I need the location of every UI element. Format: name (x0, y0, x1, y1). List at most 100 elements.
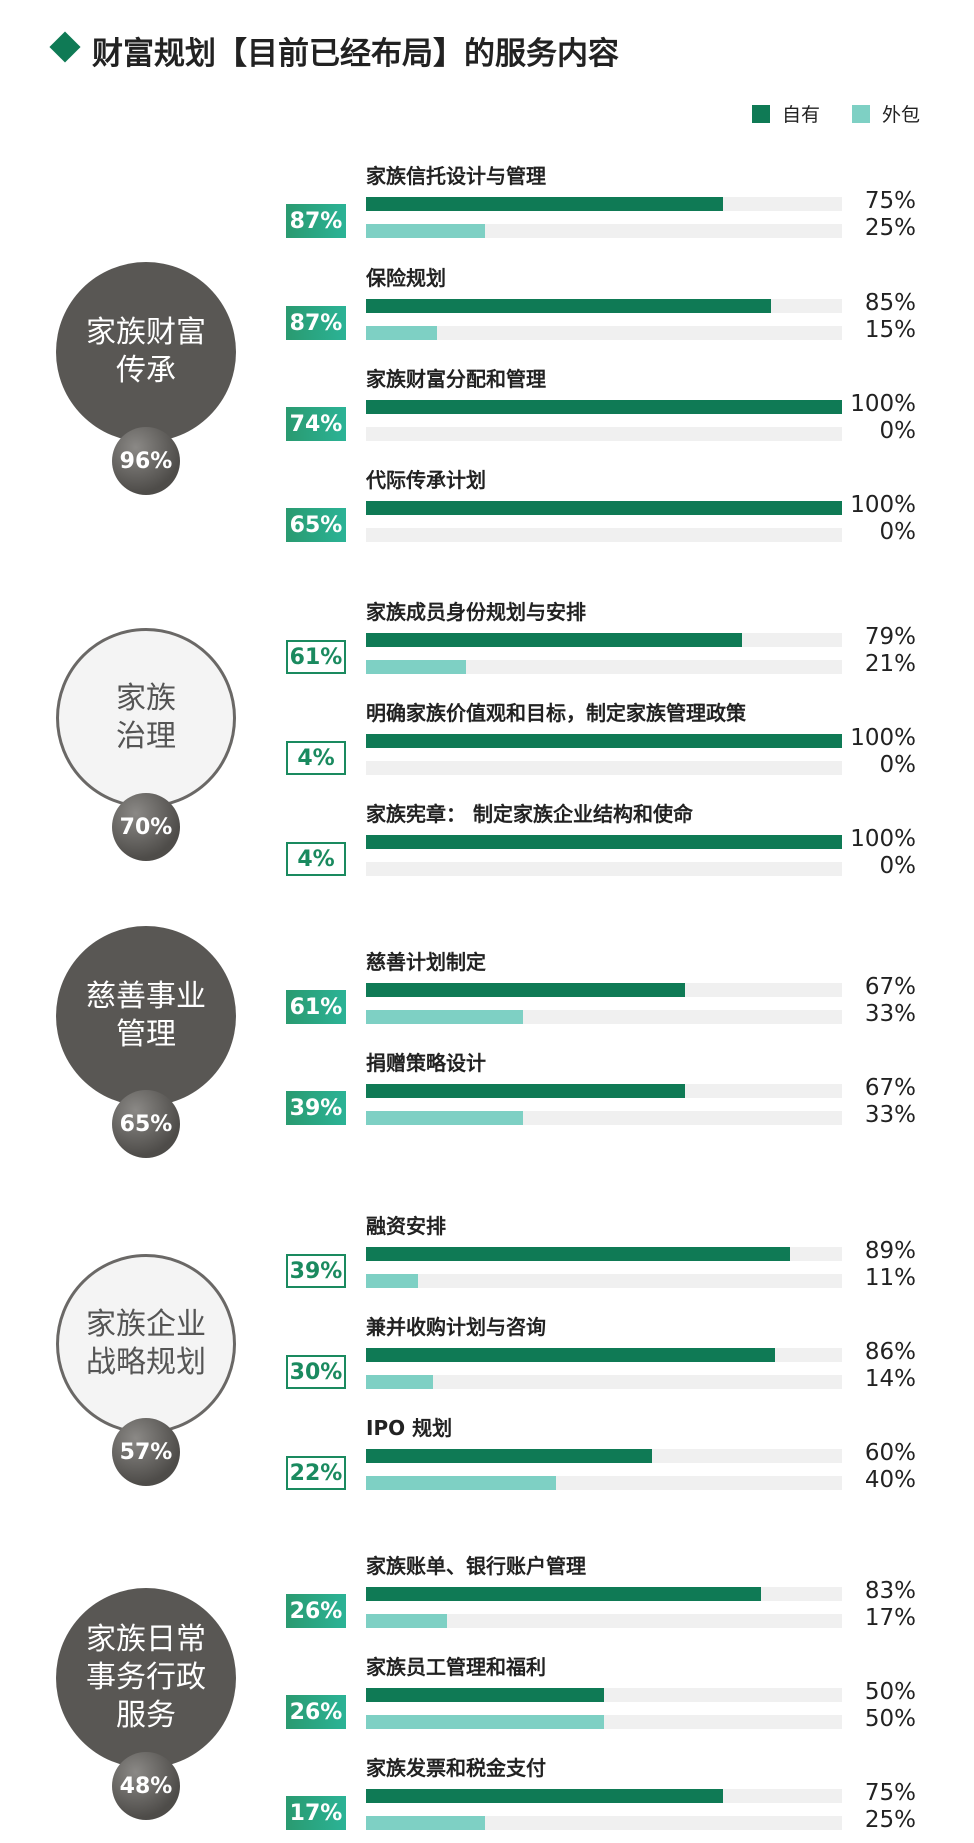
group-share-badge: 57% (112, 1418, 180, 1486)
item-share-badge: 26% (286, 1594, 346, 1628)
item-share-badge: 87% (286, 306, 346, 340)
item-share-badge: 65% (286, 508, 346, 542)
group-share-badge: 96% (112, 427, 180, 495)
own-value-label: 100% (850, 826, 916, 852)
item-share-badge: 17% (286, 1796, 346, 1830)
own-value-label: 50% (864, 1679, 916, 1705)
legend-outsourced-label: 外包 (882, 104, 921, 126)
outsourced-bar-track (366, 1614, 842, 1628)
group-share-badge: 70% (112, 793, 180, 861)
outsourced-bar-track (366, 1010, 842, 1024)
item-label: IPO 规划 (366, 1416, 453, 1440)
own-bar-track (366, 633, 842, 647)
outsourced-bar-track (366, 1715, 842, 1729)
own-bar-track (366, 1348, 842, 1362)
item-share-badge: 39% (286, 1091, 346, 1125)
group-share-badge: 48% (112, 1752, 180, 1820)
own-value-label: 67% (864, 1075, 916, 1101)
item-label: 代际传承计划 (366, 468, 486, 492)
outsourced-value-label: 0% (879, 519, 917, 545)
own-value-label: 100% (850, 492, 916, 518)
own-bar (366, 1247, 790, 1261)
outsourced-value-label: 17% (864, 1605, 916, 1631)
own-bar-track (366, 501, 842, 515)
outsourced-bar (366, 1010, 524, 1024)
own-bar-track (366, 1084, 842, 1098)
group-circle: 家族企业 战略规划 (56, 1254, 236, 1434)
own-bar (366, 1084, 685, 1098)
outsourced-value-label: 25% (864, 1807, 916, 1833)
item-label: 家族账单、银行账户管理 (366, 1554, 586, 1578)
group-circle: 家族日常 事务行政 服务 (56, 1588, 236, 1768)
outsourced-bar (366, 1111, 524, 1125)
own-value-label: 75% (864, 188, 916, 214)
item-label: 家族信托设计与管理 (366, 164, 546, 188)
title-diamond-icon (49, 31, 81, 63)
outsourced-bar-track (366, 660, 842, 674)
outsourced-bar (366, 1715, 604, 1729)
outsourced-bar (366, 224, 485, 238)
own-bar (366, 835, 842, 849)
outsourced-bar (366, 326, 438, 340)
own-bar-track (366, 299, 842, 313)
item-label: 家族成员身份规划与安排 (366, 600, 586, 624)
item-label: 家族财富分配和管理 (366, 367, 546, 391)
item-label: 兼并收购计划与咨询 (366, 1315, 546, 1339)
item-share-badge: 61% (286, 990, 346, 1024)
own-value-label: 86% (864, 1339, 916, 1365)
outsourced-bar-track (366, 224, 842, 238)
own-bar (366, 633, 743, 647)
own-bar (366, 1587, 762, 1601)
own-bar-track (366, 1587, 842, 1601)
item-label: 捐赠策略设计 (366, 1051, 486, 1075)
item-share-badge: 30% (286, 1355, 346, 1389)
outsourced-bar (366, 1476, 557, 1490)
own-bar (366, 400, 842, 414)
outsourced-value-label: 15% (864, 317, 916, 343)
own-value-label: 83% (864, 1578, 916, 1604)
item-label: 明确家族价值观和目标，制定家族管理政策 (366, 701, 746, 725)
outsourced-value-label: 0% (879, 853, 917, 879)
outsourced-value-label: 33% (864, 1102, 916, 1128)
outsourced-bar-track (366, 528, 842, 542)
outsourced-bar-track (366, 1816, 842, 1830)
item-label: 家族宪章： 制定家族企业结构和使命 (366, 802, 693, 826)
own-value-label: 60% (864, 1440, 916, 1466)
legend-own: 自有 (752, 100, 820, 127)
group-name: 慈善事业 管理 (86, 978, 206, 1054)
item-label: 融资安排 (366, 1214, 446, 1238)
group-name-line: 服务 (116, 1698, 176, 1733)
outsourced-value-label: 11% (864, 1265, 916, 1291)
own-bar (366, 1449, 652, 1463)
outsourced-bar-track (366, 1274, 842, 1288)
group-name: 家族财富 传承 (86, 314, 206, 390)
own-bar (366, 1688, 604, 1702)
own-bar-track (366, 400, 842, 414)
group-name-line: 家族 (116, 681, 176, 716)
group-name-line: 战略规划 (86, 1345, 206, 1380)
group-name-line: 管理 (116, 1017, 176, 1052)
own-value-label: 67% (864, 974, 916, 1000)
outsourced-bar (366, 1274, 419, 1288)
group-name: 家族 治理 (116, 680, 176, 756)
own-bar (366, 1789, 723, 1803)
outsourced-value-label: 33% (864, 1001, 916, 1027)
outsourced-bar-track (366, 1476, 842, 1490)
own-bar-track (366, 1247, 842, 1261)
item-label: 家族员工管理和福利 (366, 1655, 546, 1679)
own-bar (366, 501, 842, 515)
legend-own-label: 自有 (782, 104, 821, 126)
own-bar-track (366, 734, 842, 748)
own-bar-track (366, 983, 842, 997)
own-bar-track (366, 1789, 842, 1803)
own-value-label: 75% (864, 1780, 916, 1806)
group-name-line: 家族日常 (86, 1622, 206, 1657)
group-name-line: 事务行政 (86, 1660, 206, 1695)
own-value-label: 100% (850, 725, 916, 751)
group-name-line: 治理 (116, 719, 176, 754)
outsourced-bar-track (366, 427, 842, 441)
group-name: 家族日常 事务行政 服务 (86, 1621, 206, 1735)
item-label: 家族发票和税金支付 (366, 1756, 546, 1780)
item-label: 慈善计划制定 (366, 950, 486, 974)
legend-outsourced-swatch (852, 104, 870, 123)
